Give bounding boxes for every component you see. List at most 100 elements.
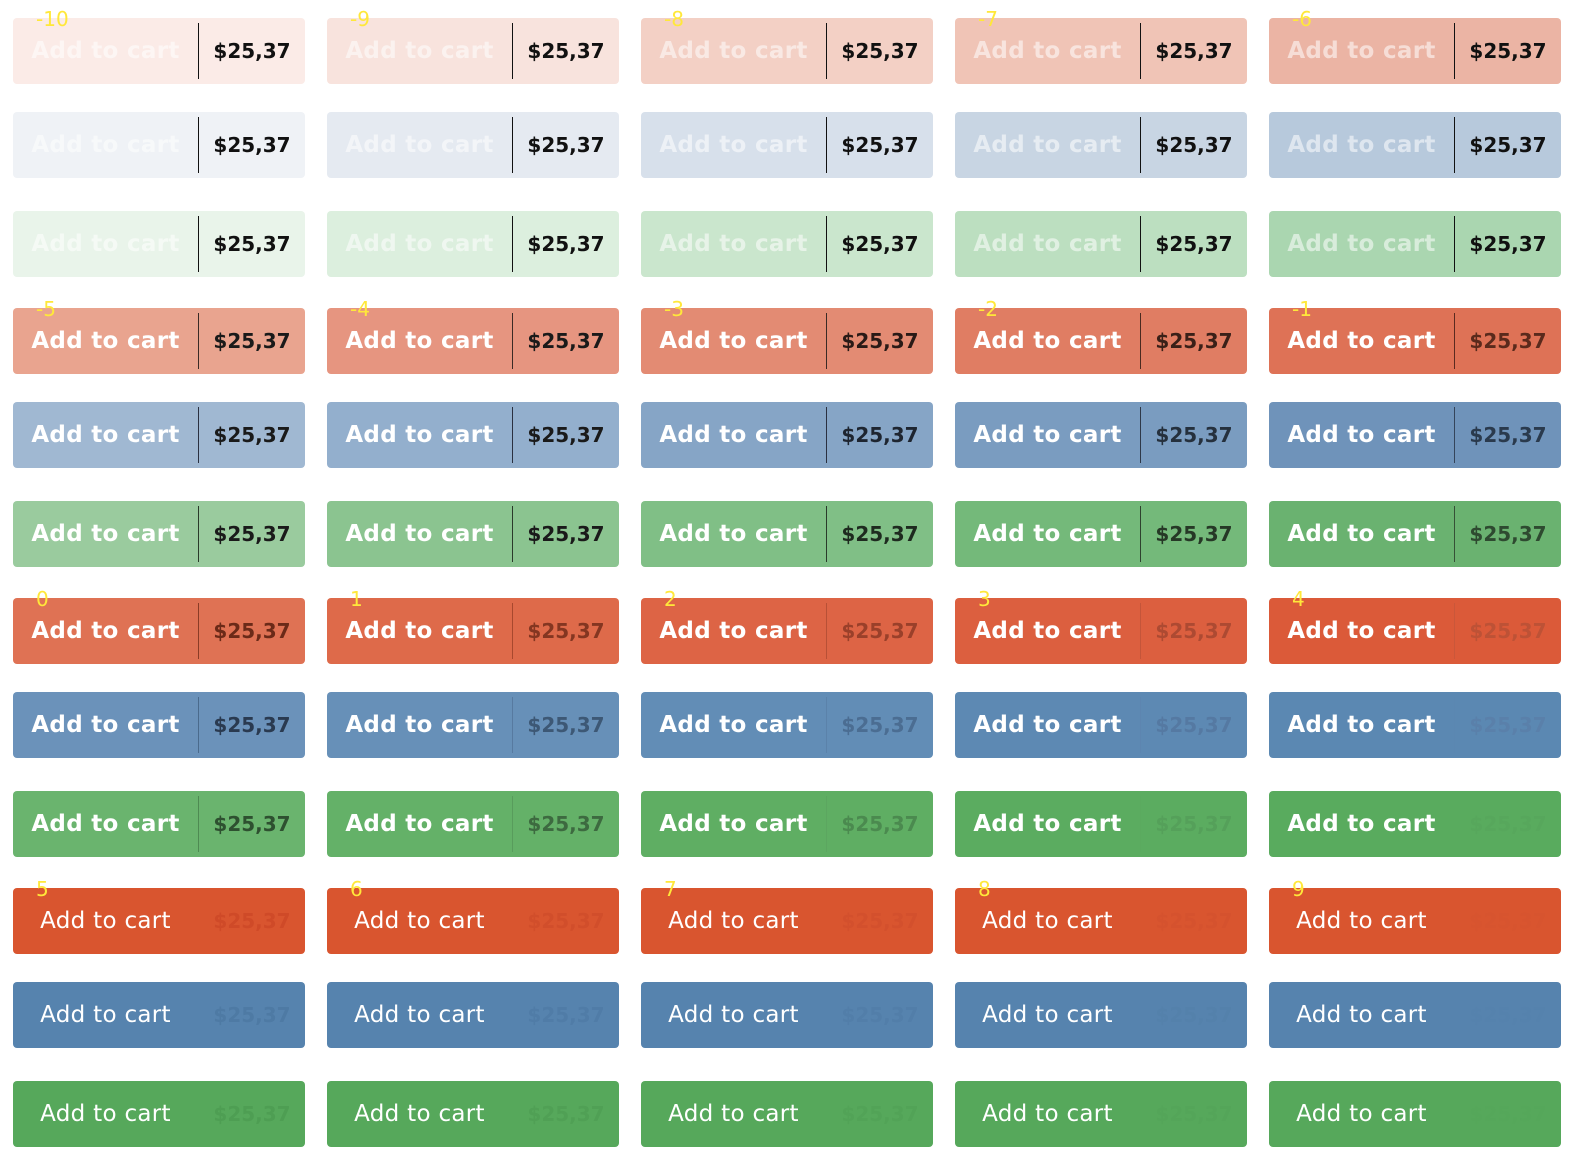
price-label: $25,37 <box>527 329 605 353</box>
add-to-cart-button[interactable]: Add to cart $25,37 <box>955 211 1247 277</box>
add-to-cart-button[interactable]: Add to cart $25,37 <box>641 692 933 758</box>
button-divider <box>826 796 827 852</box>
add-to-cart-button[interactable]: Add to cart $25,37 <box>1269 112 1561 178</box>
price-label: $25,37 <box>527 232 605 256</box>
variant-level-label: 3 <box>978 587 991 611</box>
add-to-cart-label: Add to cart <box>668 1002 799 1028</box>
add-to-cart-button[interactable]: Add to cart $25,37 4 <box>1269 588 1561 664</box>
add-to-cart-button[interactable]: Add to cart $25,37 <box>955 402 1247 468</box>
add-to-cart-button[interactable]: Add to cart $25,37 <box>327 982 619 1048</box>
button-divider <box>1140 697 1141 753</box>
add-to-cart-button[interactable]: Add to cart $25,37 <box>641 402 933 468</box>
add-to-cart-label: Add to cart <box>973 618 1122 644</box>
add-to-cart-button[interactable]: Add to cart $25,37 -8 <box>641 8 933 84</box>
add-to-cart-button[interactable]: Add to cart $25,37 <box>955 112 1247 178</box>
add-to-cart-button[interactable]: Add to cart $25,37 3 <box>955 588 1247 664</box>
add-to-cart-button[interactable]: Add to cart $25,37 <box>641 501 933 567</box>
add-to-cart-button[interactable]: Add to cart $25,37 1 <box>327 588 619 664</box>
add-to-cart-button[interactable]: Add to cart $25,37 <box>327 501 619 567</box>
price-label: $25,37 <box>527 39 605 63</box>
add-to-cart-button[interactable]: Add to cart $25,37 7 <box>641 878 933 954</box>
add-to-cart-button[interactable]: Add to cart $25,37 <box>955 501 1247 567</box>
add-to-cart-button[interactable]: Add to cart $25,37 -10 <box>13 8 305 84</box>
add-to-cart-button[interactable]: Add to cart $25,37 <box>641 982 933 1048</box>
add-to-cart-button[interactable]: Add to cart $25,37 2 <box>641 588 933 664</box>
add-to-cart-button[interactable]: Add to cart $25,37 <box>13 402 305 468</box>
button-divider <box>1140 1086 1141 1142</box>
add-to-cart-button[interactable]: Add to cart $25,37 <box>13 982 305 1048</box>
add-to-cart-button[interactable]: Add to cart $25,37 <box>641 112 933 178</box>
add-to-cart-button[interactable]: Add to cart $25,37 -6 <box>1269 8 1561 84</box>
button-divider <box>512 603 513 659</box>
button-divider <box>198 697 199 753</box>
add-to-cart-button[interactable]: Add to cart $25,37 <box>1269 982 1561 1048</box>
add-to-cart-label: Add to cart <box>345 521 494 547</box>
add-to-cart-button[interactable]: Add to cart $25,37 5 <box>13 878 305 954</box>
variant-level-label: 6 <box>350 877 363 901</box>
add-to-cart-label: Add to cart <box>659 618 808 644</box>
add-to-cart-button[interactable]: Add to cart $25,37 -7 <box>955 8 1247 84</box>
add-to-cart-button[interactable]: Add to cart $25,37 <box>1269 791 1561 857</box>
add-to-cart-button[interactable]: Add to cart $25,37 -2 <box>955 298 1247 374</box>
add-to-cart-button[interactable]: Add to cart $25,37 <box>13 692 305 758</box>
add-to-cart-button[interactable]: Add to cart $25,37 -9 <box>327 8 619 84</box>
price-label: $25,37 <box>1469 619 1547 643</box>
button-divider <box>1454 697 1455 753</box>
price-label: $25,37 <box>527 423 605 447</box>
variant-level-label: -5 <box>36 297 56 321</box>
add-to-cart-label: Add to cart <box>1296 1101 1427 1127</box>
add-to-cart-label: Add to cart <box>345 422 494 448</box>
add-to-cart-button[interactable]: Add to cart $25,37 <box>641 1081 933 1147</box>
button-divider <box>1140 407 1141 463</box>
add-to-cart-button[interactable]: Add to cart $25,37 8 <box>955 878 1247 954</box>
add-to-cart-button[interactable]: Add to cart $25,37 6 <box>327 878 619 954</box>
add-to-cart-button[interactable]: Add to cart $25,37 <box>13 501 305 567</box>
add-to-cart-button[interactable]: Add to cart $25,37 <box>955 1081 1247 1147</box>
add-to-cart-button[interactable]: Add to cart $25,37 <box>1269 501 1561 567</box>
add-to-cart-button[interactable]: Add to cart $25,37 <box>327 791 619 857</box>
add-to-cart-button[interactable]: Add to cart $25,37 <box>1269 211 1561 277</box>
add-to-cart-label: Add to cart <box>31 618 180 644</box>
variant-level-label: 4 <box>1292 587 1305 611</box>
add-to-cart-button[interactable]: Add to cart $25,37 <box>1269 692 1561 758</box>
button-divider <box>1454 893 1455 949</box>
variant-level-label: -10 <box>36 7 69 31</box>
price-label: $25,37 <box>1155 423 1233 447</box>
add-to-cart-button[interactable]: Add to cart $25,37 <box>13 211 305 277</box>
add-to-cart-button[interactable]: Add to cart $25,37 9 <box>1269 878 1561 954</box>
add-to-cart-button[interactable]: Add to cart $25,37 -5 <box>13 298 305 374</box>
add-to-cart-button[interactable]: Add to cart $25,37 <box>641 211 933 277</box>
add-to-cart-button[interactable]: Add to cart $25,37 -1 <box>1269 298 1561 374</box>
add-to-cart-button[interactable]: Add to cart $25,37 -4 <box>327 298 619 374</box>
add-to-cart-button[interactable]: Add to cart $25,37 <box>327 1081 619 1147</box>
add-to-cart-label: Add to cart <box>31 132 180 158</box>
add-to-cart-label: Add to cart <box>1296 1002 1427 1028</box>
add-to-cart-button[interactable]: Add to cart $25,37 <box>641 791 933 857</box>
add-to-cart-button[interactable]: Add to cart $25,37 0 <box>13 588 305 664</box>
add-to-cart-button[interactable]: Add to cart $25,37 <box>955 692 1247 758</box>
add-to-cart-label: Add to cart <box>659 712 808 738</box>
add-to-cart-button[interactable]: Add to cart $25,37 <box>327 112 619 178</box>
add-to-cart-button[interactable]: Add to cart $25,37 <box>327 211 619 277</box>
add-to-cart-button[interactable]: Add to cart $25,37 -3 <box>641 298 933 374</box>
price-label: $25,37 <box>1469 39 1547 63</box>
add-to-cart-button[interactable]: Add to cart $25,37 <box>13 791 305 857</box>
add-to-cart-button[interactable]: Add to cart $25,37 <box>327 692 619 758</box>
add-to-cart-label: Add to cart <box>973 328 1122 354</box>
price-label: $25,37 <box>841 232 919 256</box>
add-to-cart-button[interactable]: Add to cart $25,37 <box>13 112 305 178</box>
add-to-cart-button[interactable]: Add to cart $25,37 <box>13 1081 305 1147</box>
price-label: $25,37 <box>1469 1102 1547 1126</box>
price-label: $25,37 <box>1469 133 1547 157</box>
button-divider <box>512 117 513 173</box>
price-label: $25,37 <box>1155 812 1233 836</box>
add-to-cart-button[interactable]: Add to cart $25,37 <box>327 402 619 468</box>
add-to-cart-label: Add to cart <box>982 908 1113 934</box>
add-to-cart-label: Add to cart <box>1287 231 1436 257</box>
add-to-cart-label: Add to cart <box>31 328 180 354</box>
add-to-cart-button[interactable]: Add to cart $25,37 <box>955 982 1247 1048</box>
add-to-cart-button[interactable]: Add to cart $25,37 <box>955 791 1247 857</box>
add-to-cart-button[interactable]: Add to cart $25,37 <box>1269 402 1561 468</box>
price-label: $25,37 <box>1469 909 1547 933</box>
add-to-cart-button[interactable]: Add to cart $25,37 <box>1269 1081 1561 1147</box>
